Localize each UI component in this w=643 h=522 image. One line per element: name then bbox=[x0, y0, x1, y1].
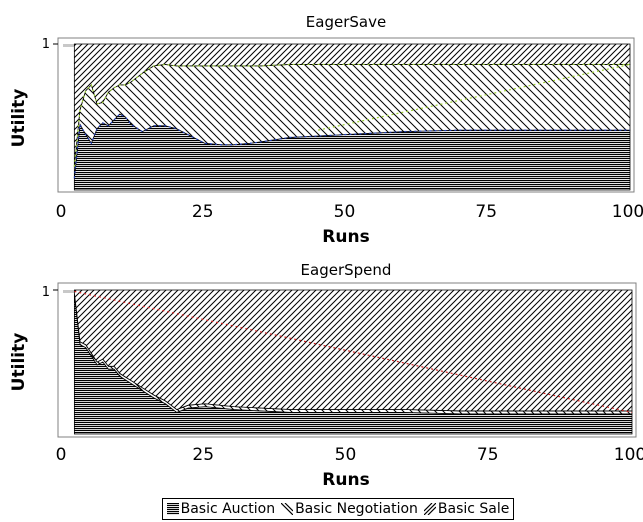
eager-save-panel: EagerSave Utility Runs 1 0 25 50 75 100 bbox=[9, 13, 643, 247]
eager-save-x-tick-label: 0 bbox=[56, 202, 67, 222]
eager-spend-trace-diagonal bbox=[74, 290, 633, 413]
eager-save-trace-diagonal bbox=[318, 63, 631, 131]
eager-save-trace-lower bbox=[73, 113, 630, 179]
eager-save-x-tick-label: 50 bbox=[334, 202, 356, 222]
eager-spend-title: EagerSpend bbox=[301, 261, 392, 279]
eager-spend-x-tick-label: 100 bbox=[614, 445, 643, 465]
eager-spend-x-tick-label: 50 bbox=[335, 445, 357, 465]
legend-entry-basic-auction: Basic Auction bbox=[166, 501, 276, 517]
eager-spend-x-tick-label: 75 bbox=[477, 445, 499, 465]
eager-spend-x-tick-label: 0 bbox=[56, 445, 67, 465]
eager-spend-x-label: Runs bbox=[322, 470, 369, 490]
eager-save-plot: 1 0 25 50 75 100 bbox=[42, 37, 643, 222]
legend: Basic Auction Basic Negotiation Basic Sa… bbox=[162, 498, 514, 520]
basic-auction-swatch-icon bbox=[166, 503, 179, 515]
basic-sale-swatch-icon bbox=[423, 503, 436, 515]
eager-save-x-tick-label: 75 bbox=[475, 202, 497, 222]
eager-save-y-tick-label: 1 bbox=[42, 37, 50, 52]
eager-spend-y-label: Utility bbox=[9, 333, 29, 392]
legend-label-basic-auction: Basic Auction bbox=[180, 501, 276, 517]
legend-label-basic-negotiation: Basic Negotiation bbox=[295, 501, 418, 517]
legend-entry-basic-negotiation: Basic Negotiation bbox=[281, 501, 418, 517]
basic-negotiation-swatch-icon bbox=[281, 503, 294, 515]
eager-save-x-tick-label: 25 bbox=[192, 202, 214, 222]
eager-save-y-label: Utility bbox=[9, 89, 29, 148]
eager-save-title: EagerSave bbox=[306, 13, 386, 31]
eager-spend-y-tick-label: 1 bbox=[42, 285, 50, 300]
eager-save-x-label: Runs bbox=[322, 227, 369, 247]
eager-spend-plot: 1 0 25 50 75 100 bbox=[42, 282, 643, 465]
eager-spend-area-basic-sale bbox=[73, 289, 633, 412]
eager-spend-panel: EagerSpend Utility Runs 1 0 25 50 75 100 bbox=[9, 261, 643, 490]
eager-save-x-tick-label: 100 bbox=[612, 202, 643, 222]
legend-entry-basic-sale: Basic Sale bbox=[423, 501, 510, 517]
legend-label-basic-sale: Basic Sale bbox=[437, 501, 510, 517]
eager-spend-x-tick-label: 25 bbox=[192, 445, 214, 465]
